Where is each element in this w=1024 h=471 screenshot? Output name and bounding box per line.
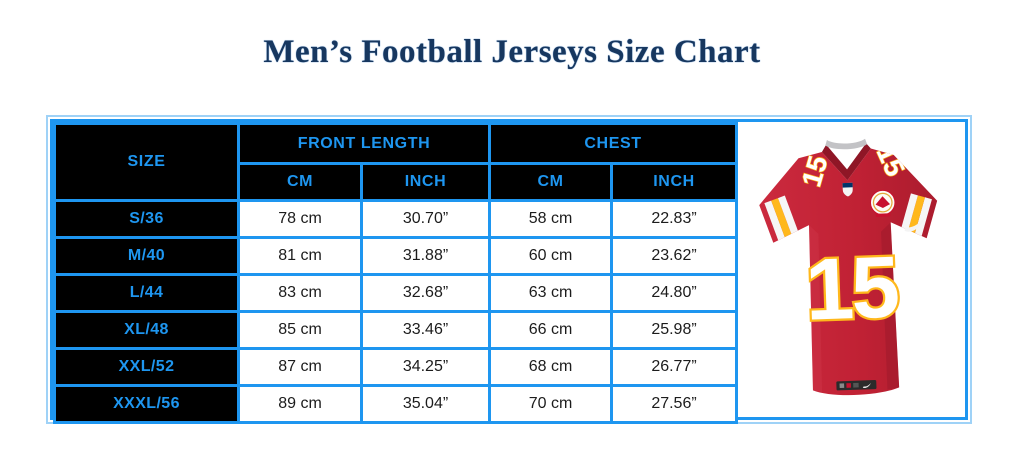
- jersey-collar: [821, 142, 871, 180]
- size-label: XXXL/56: [53, 384, 240, 424]
- table-header-row-groups: SIZE FRONT LENGTH CHEST: [53, 122, 739, 202]
- col-header-front-inch: INCH: [360, 162, 491, 202]
- jersey-side-shading: [809, 224, 823, 392]
- chest-inch-value: 23.62”: [609, 236, 739, 276]
- nike-swoosh-icon: [904, 216, 926, 232]
- size-label: M/40: [53, 236, 240, 276]
- col-header-chest-cm: CM: [488, 162, 613, 202]
- front-length-inch-value: 34.25”: [360, 347, 491, 387]
- table-row: XL/48 85 cm 33.46” 66 cm 25.98”: [53, 310, 739, 350]
- size-label: S/36: [53, 199, 240, 239]
- front-length-cm-value: 78 cm: [237, 199, 363, 239]
- page-title: Men’s Football Jerseys Size Chart: [263, 34, 761, 70]
- table-row: XXXL/56 89 cm 35.04” 70 cm 27.56”: [53, 384, 739, 424]
- front-length-cm-value: 81 cm: [237, 236, 363, 276]
- chest-cm-value: 70 cm: [488, 384, 613, 424]
- front-length-cm-value: 85 cm: [237, 310, 363, 350]
- table-row: XXL/52 87 cm 34.25” 68 cm 26.77”: [53, 347, 739, 387]
- front-length-cm-value: 83 cm: [237, 273, 363, 313]
- col-header-chest-inch: INCH: [609, 162, 739, 202]
- col-group-front-length: FRONT LENGTH: [237, 122, 491, 165]
- left-sleeve-stripes: [764, 195, 799, 241]
- front-length-cm-value: 87 cm: [237, 347, 363, 387]
- chest-cm-value: 68 cm: [488, 347, 613, 387]
- chest-inch-value: 22.83”: [609, 199, 739, 239]
- size-label: XXL/52: [53, 347, 240, 387]
- chest-cm-value: 63 cm: [488, 273, 613, 313]
- table-header-row-units: CM INCH CM INCH: [55, 162, 739, 202]
- chest-inch-value: 27.56”: [609, 384, 739, 424]
- team-patch-icon: [869, 189, 896, 217]
- col-header-front-cm: CM: [237, 162, 363, 202]
- col-group-chest: CHEST: [487, 122, 739, 165]
- chest-cm-value: 60 cm: [488, 236, 613, 276]
- table-row: S/36 78 cm 30.70” 58 cm 22.83”: [53, 199, 739, 239]
- jersey-chest-number: 15: [804, 238, 900, 338]
- front-length-inch-value: 31.88”: [360, 236, 491, 276]
- chest-cm-value: 58 cm: [488, 199, 613, 239]
- col-header-size: SIZE: [53, 122, 240, 202]
- chest-cm-value: 66 cm: [488, 310, 613, 350]
- chest-inch-value: 24.80”: [609, 273, 739, 313]
- nfl-shield-icon: [842, 182, 853, 197]
- chest-inch-value: 26.77”: [609, 347, 739, 387]
- chest-inch-value: 25.98”: [609, 310, 739, 350]
- size-chart-container: SIZE FRONT LENGTH CHEST CM INCH CM INCH …: [50, 119, 968, 424]
- football-jersey-image: 15 15: [759, 138, 938, 395]
- front-length-inch-value: 30.70”: [360, 199, 491, 239]
- table-row: L/44 83 cm 32.68” 63 cm 24.80”: [53, 273, 739, 313]
- jersey-side-shading: [881, 221, 900, 390]
- jersey-collar-gray-band: [825, 138, 868, 149]
- jersey-image-panel: 15 15: [738, 122, 965, 417]
- front-length-inch-value: 32.68”: [360, 273, 491, 313]
- size-label: XL/48: [53, 310, 240, 350]
- size-table: SIZE FRONT LENGTH CHEST CM INCH CM INCH …: [53, 122, 739, 424]
- front-length-inch-value: 33.46”: [360, 310, 491, 350]
- front-length-cm-value: 89 cm: [237, 384, 363, 424]
- table-row: M/40 81 cm 31.88” 60 cm 23.62”: [53, 236, 739, 276]
- jock-tag: [836, 379, 877, 390]
- size-label: L/44: [53, 273, 240, 313]
- front-length-inch-value: 35.04”: [360, 384, 491, 424]
